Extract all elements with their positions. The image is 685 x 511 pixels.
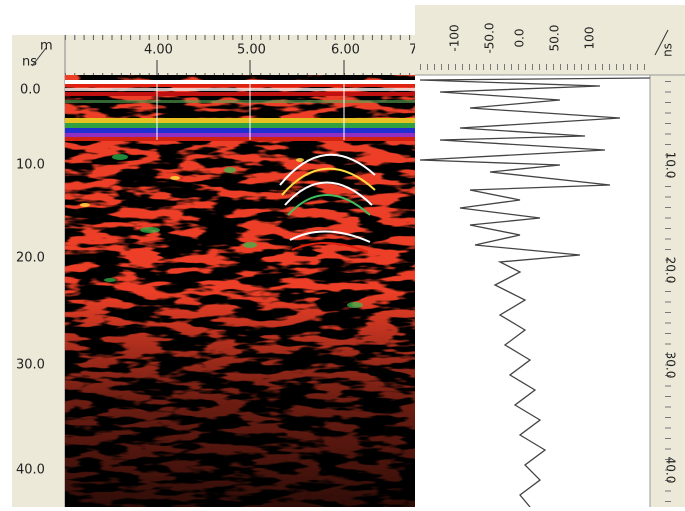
x-tick-label: 5.00 xyxy=(237,43,266,58)
time-tick-label: 20.0 xyxy=(664,257,678,284)
time-tick-label: 40.0 xyxy=(664,457,678,484)
amplitude-tick-label: 0.0 xyxy=(513,28,527,47)
amplitude-tick-label: -50.0 xyxy=(483,22,497,53)
time-tick-label: 30.0 xyxy=(664,352,678,379)
ruler-ticks xyxy=(12,75,65,507)
time-tick-label: 10.0 xyxy=(664,152,678,179)
y-tick-label: 10.0 xyxy=(16,158,45,173)
x-tick-label: 4.00 xyxy=(144,43,173,58)
screen: ns m 4.00 5.00 6.00 7 0.0 10.0 20.0 30.0… xyxy=(0,0,685,507)
corner-unit: m xyxy=(40,39,53,54)
y-tick-label: 0.0 xyxy=(20,83,41,98)
ruler-ticks xyxy=(650,75,685,507)
y-tick-label: 20.0 xyxy=(16,251,45,266)
amplitude-tick-label: 50.0 xyxy=(548,25,562,52)
y-tick-label: 40.0 xyxy=(16,463,45,478)
amplitude-tick-label: -100 xyxy=(448,24,462,51)
amplitude-tick-label: 100 xyxy=(583,27,597,50)
radargram xyxy=(65,75,415,507)
x-tick-label: 6.00 xyxy=(331,43,360,58)
corner-unit: ns xyxy=(661,43,675,57)
y-tick-label: 30.0 xyxy=(16,358,45,373)
